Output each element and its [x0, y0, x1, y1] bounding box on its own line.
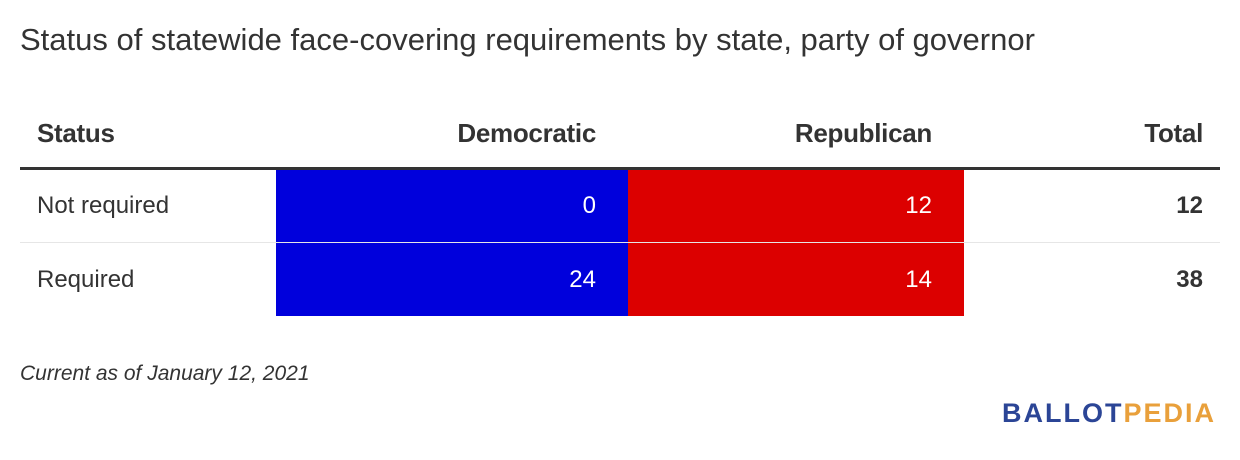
logo-part-pedia: PEDIA: [1123, 398, 1216, 428]
header-total: Total: [1144, 118, 1203, 148]
footnote: Current as of January 12, 2021: [20, 362, 310, 385]
status-cell: Not required: [37, 192, 170, 219]
data-table: Status Democratic Republican Total Not r…: [20, 100, 1220, 316]
header-democratic: Democratic: [457, 118, 596, 148]
header-status: Status: [37, 118, 115, 148]
democratic-cell: 24: [276, 243, 628, 316]
democratic-cell: 0: [276, 170, 628, 242]
logo-part-ballot: BALLOT: [1001, 398, 1124, 428]
total-cell: 38: [1176, 265, 1203, 293]
republican-cell: 12: [628, 170, 964, 242]
table-header: Status Democratic Republican Total: [20, 100, 1220, 170]
total-cell: 12: [1176, 192, 1203, 219]
chart-title: Status of statewide face-covering requir…: [20, 22, 1035, 57]
table-row-required: Required 24 14 38: [20, 243, 1220, 316]
header-republican: Republican: [794, 118, 932, 148]
status-cell: Required: [37, 265, 135, 293]
table-row-not-required: Not required 0 12 12: [20, 170, 1220, 243]
ballotpedia-logo: BALLOTPEDIA: [1002, 398, 1216, 429]
republican-cell: 14: [628, 243, 964, 316]
